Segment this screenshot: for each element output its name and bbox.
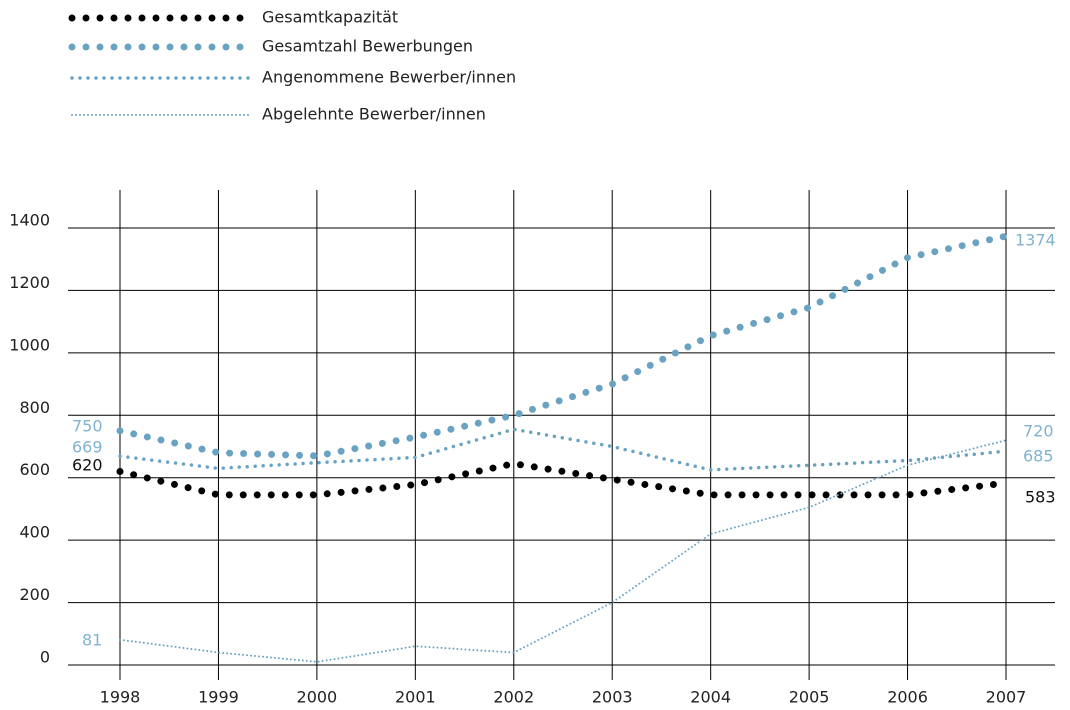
legend-label: Abgelehnte Bewerber/innen bbox=[262, 105, 486, 124]
x-tick-label: 2003 bbox=[592, 688, 633, 707]
y-tick-label: 0 bbox=[40, 648, 50, 667]
legend-label: Gesamtkapazität bbox=[262, 8, 398, 27]
data-label: 620 bbox=[72, 456, 103, 475]
series-line bbox=[116, 460, 1010, 499]
series-line bbox=[118, 427, 1008, 472]
data-label: 750 bbox=[72, 417, 103, 436]
data-label: 685 bbox=[1023, 447, 1054, 466]
x-tick-label: 2007 bbox=[986, 688, 1027, 707]
x-tick-label: 2002 bbox=[493, 688, 534, 707]
y-tick-label: 1200 bbox=[9, 273, 50, 292]
y-tick-label: 1000 bbox=[9, 335, 50, 354]
x-tick-label: 2000 bbox=[297, 688, 338, 707]
y-tick-label: 600 bbox=[19, 460, 50, 479]
y-tick-label: 400 bbox=[19, 523, 50, 542]
x-tick-label: 1999 bbox=[198, 688, 239, 707]
data-label: 669 bbox=[72, 438, 103, 457]
y-tick-label: 200 bbox=[19, 585, 50, 604]
legend-label: Angenommene Bewerber/innen bbox=[262, 68, 516, 87]
series-line bbox=[119, 439, 1007, 663]
data-label: 720 bbox=[1023, 422, 1054, 441]
series-line bbox=[116, 232, 1010, 460]
x-tick-label: 2006 bbox=[887, 688, 928, 707]
data-label: 1374 bbox=[1015, 231, 1056, 250]
y-tick-label: 1400 bbox=[9, 211, 50, 230]
x-tick-label: 2005 bbox=[789, 688, 830, 707]
legend-label: Gesamtzahl Bewerbungen bbox=[262, 37, 473, 56]
x-tick-label: 2004 bbox=[690, 688, 731, 707]
x-tick-label: 1998 bbox=[100, 688, 141, 707]
x-tick-label: 2001 bbox=[395, 688, 436, 707]
y-tick-label: 800 bbox=[19, 398, 50, 417]
data-label: 583 bbox=[1025, 488, 1056, 507]
data-label: 81 bbox=[82, 631, 102, 650]
